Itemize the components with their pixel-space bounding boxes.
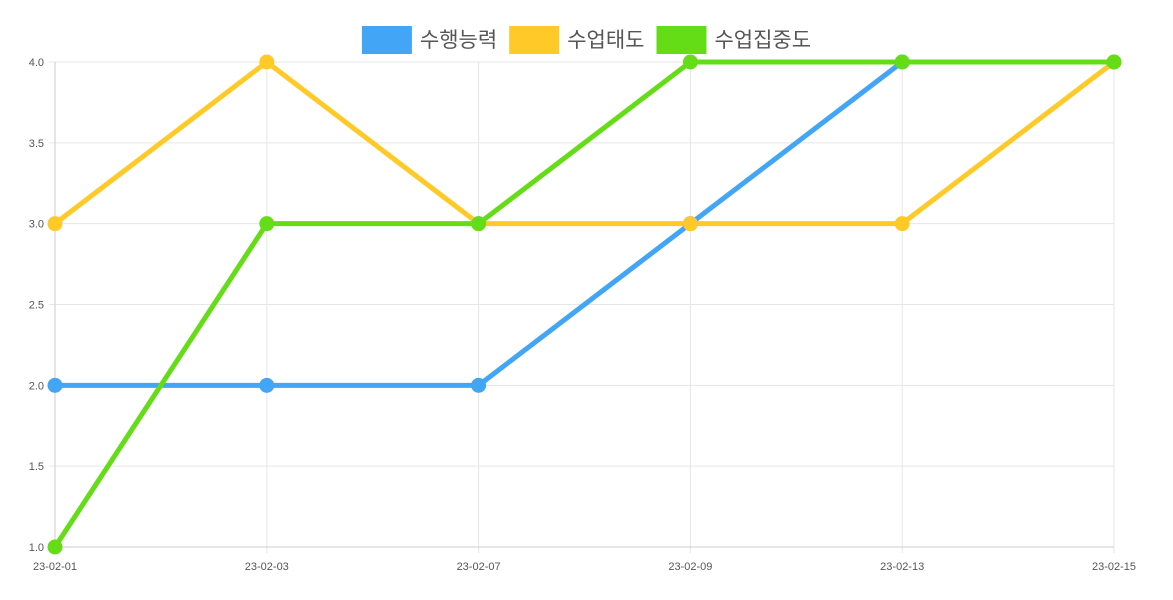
data-point[interactable] bbox=[1106, 54, 1122, 70]
x-tick-label: 23-02-01 bbox=[33, 561, 77, 573]
y-tick-label: 1.0 bbox=[29, 542, 44, 554]
data-point[interactable] bbox=[47, 216, 63, 232]
series-line-2 bbox=[52, 59, 1117, 227]
series-lines bbox=[52, 59, 1117, 550]
data-point[interactable] bbox=[471, 377, 487, 393]
legend-swatch[interactable] bbox=[509, 26, 560, 54]
data-point[interactable] bbox=[259, 54, 275, 70]
data-point[interactable] bbox=[47, 377, 63, 393]
x-tick-label: 23-02-09 bbox=[668, 561, 712, 573]
legend: 수행능력 수업태도 수업집중도 bbox=[361, 26, 811, 54]
y-tick-label: 4.0 bbox=[29, 57, 44, 69]
legend-label: 수업태도 bbox=[567, 28, 644, 52]
y-tick-label: 3.0 bbox=[29, 219, 44, 231]
data-point[interactable] bbox=[682, 54, 698, 70]
axes: 1.0 1.5 2.0 2.5 3.0 3.5 4.0 23-02-01 23-02-03 23-… bbox=[29, 57, 1136, 573]
y-tick-label: 1.5 bbox=[29, 461, 44, 473]
x-tick-label: 23-02-15 bbox=[1092, 561, 1136, 573]
y-tick-label: 2.0 bbox=[29, 380, 44, 392]
legend-label: 수업집중도 bbox=[714, 28, 811, 52]
data-point[interactable] bbox=[47, 539, 63, 555]
legend-label: 수행능력 bbox=[420, 28, 497, 52]
x-tick-label: 23-02-13 bbox=[880, 561, 924, 573]
data-point[interactable] bbox=[259, 216, 275, 232]
legend-swatch[interactable] bbox=[656, 26, 707, 54]
data-point[interactable] bbox=[894, 54, 910, 70]
data-points bbox=[47, 54, 1122, 555]
y-tick-label: 2.5 bbox=[29, 300, 44, 312]
data-point[interactable] bbox=[259, 377, 275, 393]
legend-swatch[interactable] bbox=[361, 26, 412, 54]
x-tick-label: 23-02-07 bbox=[457, 561, 501, 573]
y-tick-label: 3.5 bbox=[29, 138, 44, 150]
data-point[interactable] bbox=[894, 216, 910, 232]
data-point[interactable] bbox=[682, 216, 698, 232]
x-tick-label: 23-02-03 bbox=[245, 561, 289, 573]
data-point[interactable] bbox=[471, 216, 487, 232]
series-line-3 bbox=[52, 59, 1117, 550]
